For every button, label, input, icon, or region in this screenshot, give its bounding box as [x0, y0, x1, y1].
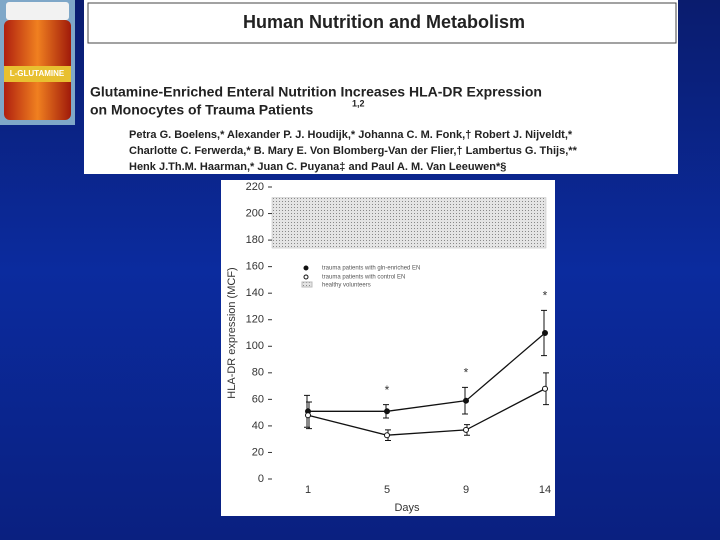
x-tick-label: 1	[305, 484, 311, 496]
journal-box	[87, 2, 677, 44]
y-axis-label: HLA-DR expression (MCF)	[226, 267, 238, 398]
significance-mark: *	[543, 289, 548, 303]
legend-label: trauma patients with control EN	[322, 275, 405, 281]
y-tick-label: 100	[246, 340, 264, 352]
title-superscript: 1,2	[352, 98, 365, 108]
y-tick-label: 180	[246, 234, 264, 246]
legend-marker	[303, 274, 309, 280]
x-tick-label: 14	[539, 484, 551, 496]
series-line	[308, 332, 546, 412]
article-title: Glutamine-Enriched Enteral Nutrition Inc…	[90, 84, 542, 100]
legend-label: healthy volunteers	[322, 283, 371, 289]
data-point	[384, 432, 390, 439]
authors: Henk J.Th.M. Haarman,* Juan C. Puyana‡ a…	[129, 161, 506, 173]
reference-band	[271, 197, 547, 249]
y-tick-label: 220	[246, 181, 264, 193]
y-tick-label: 140	[246, 287, 264, 299]
series-line	[307, 388, 546, 436]
product-image: L-GLUTAMINE	[0, 0, 75, 125]
journal-title: Human Nutrition and Metabolism	[243, 12, 525, 32]
authors: Petra G. Boelens,* Alexander P. J. Houdi…	[129, 129, 573, 141]
legend-label: trauma patients with gln-enriched EN	[322, 266, 420, 272]
x-tick-label: 9	[463, 484, 469, 496]
data-point	[305, 412, 311, 419]
data-point	[384, 408, 390, 415]
data-point	[542, 385, 548, 392]
plot: 0 20 40 60 80 100 120 140 160 180 200 220 1 5 9 14 * * * tr…	[246, 181, 551, 496]
y-tick-label: 40	[252, 420, 264, 432]
y-tick-label: 120	[246, 314, 264, 326]
legend-marker	[303, 265, 309, 271]
data-point	[463, 426, 469, 433]
legend-swatch	[301, 281, 313, 288]
significance-mark: *	[464, 366, 469, 380]
article-title: on Monocytes of Trauma Patients	[90, 102, 313, 118]
y-tick-label: 80	[252, 367, 264, 379]
x-axis-label: Days	[394, 502, 420, 514]
x-tick-label: 5	[384, 484, 390, 496]
y-tick-label: 200	[246, 207, 264, 219]
data-point	[463, 397, 469, 404]
authors: Charlotte C. Ferwerda,* B. Mary E. Von B…	[129, 145, 578, 157]
y-tick-label: 160	[246, 261, 264, 273]
y-tick-label: 60	[252, 393, 264, 405]
significance-mark: *	[385, 383, 390, 397]
y-tick-label: 20	[252, 446, 264, 458]
product-label: L-GLUTAMINE	[10, 69, 65, 78]
data-point	[542, 330, 548, 336]
y-tick-label: 0	[258, 473, 264, 485]
